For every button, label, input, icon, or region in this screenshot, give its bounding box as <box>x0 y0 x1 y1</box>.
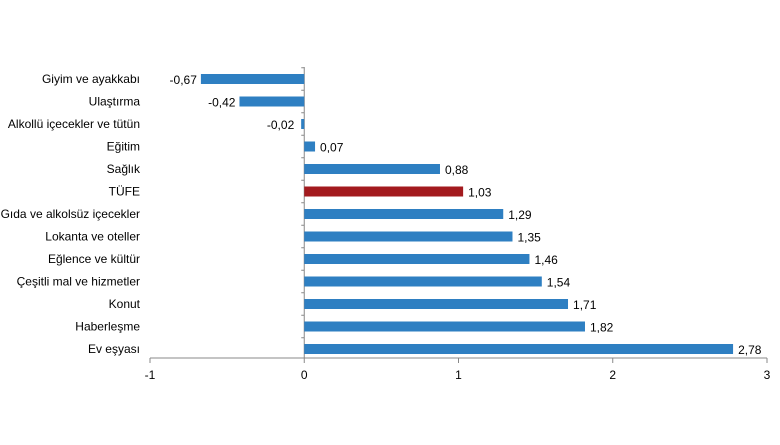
value-label: -0,02 <box>267 118 295 132</box>
bar <box>304 209 504 219</box>
category-label: Sağlık <box>107 162 141 176</box>
bar <box>200 74 305 84</box>
category-label: Gıda ve alkolsüz içecekler <box>1 207 140 221</box>
category-label: Ev eşyası <box>88 342 140 356</box>
value-label: 0,07 <box>320 141 344 155</box>
bar <box>301 119 305 129</box>
x-tick-label: 3 <box>764 368 771 382</box>
value-label: 1,54 <box>547 276 571 290</box>
value-label: 1,82 <box>590 321 614 335</box>
value-label: 1,46 <box>534 253 558 267</box>
value-label: 1,35 <box>517 231 541 245</box>
value-label: 1,71 <box>573 298 597 312</box>
x-tick-label: 1 <box>455 368 462 382</box>
value-label: 2,78 <box>738 343 762 357</box>
category-label: Ulaştırma <box>89 95 141 109</box>
x-tick-label: 0 <box>301 368 308 382</box>
axis-layer: -1 0 1 2 3 <box>145 67 771 382</box>
category-label: Eğlence ve kültür <box>48 252 140 266</box>
category-label: Giyim ve ayakkabı <box>42 72 140 86</box>
bar <box>304 164 440 174</box>
category-label: Konut <box>109 297 141 311</box>
bar <box>304 299 569 309</box>
value-label: -0,67 <box>170 73 198 87</box>
bar <box>304 186 464 197</box>
bars-layer <box>200 74 734 354</box>
value-label: -0,42 <box>208 96 236 110</box>
bar <box>304 344 734 354</box>
category-label: TÜFE <box>109 185 140 199</box>
x-tick-label: 2 <box>609 368 616 382</box>
x-tick-label: -1 <box>145 368 156 382</box>
value-label: 1,29 <box>508 208 532 222</box>
value-label: 0,88 <box>445 163 469 177</box>
labels-layer: Giyim ve ayakkabı -0,67 Ulaştırma -0,42 Alko… <box>1 72 762 357</box>
bar <box>304 231 513 242</box>
bar <box>239 96 305 107</box>
category-label: Haberleşme <box>75 320 140 334</box>
category-label: Eğitim <box>107 140 140 154</box>
bar <box>304 321 585 332</box>
value-label: 1,03 <box>468 186 492 200</box>
bar <box>304 141 316 152</box>
category-label: Çeşitli mal ve hizmetler <box>17 275 140 289</box>
category-label: Alkollü içecekler ve tütün <box>8 117 140 131</box>
bar <box>304 254 530 264</box>
category-label: Lokanta ve oteller <box>45 230 140 244</box>
bar <box>304 276 542 287</box>
